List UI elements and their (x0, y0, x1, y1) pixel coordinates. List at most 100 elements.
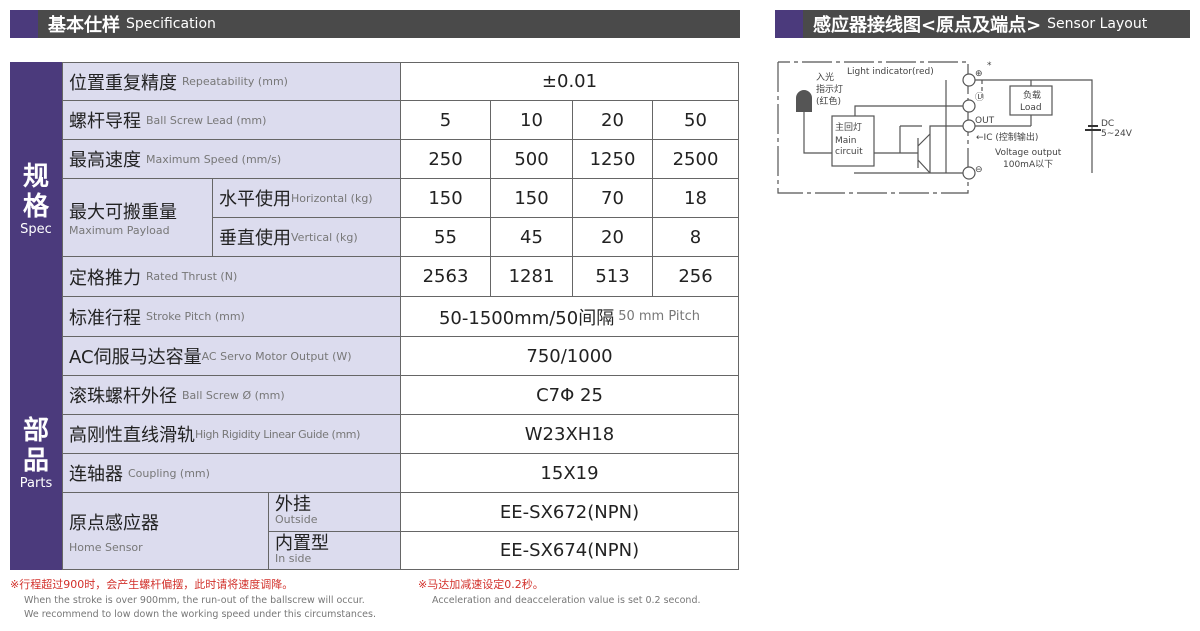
value-cell: 10 (490, 100, 573, 140)
value-cell: W23XH18 (400, 414, 739, 454)
label-zh: 标准行程 (69, 307, 141, 329)
value-cell: 150 (400, 178, 491, 218)
value-cell: 500 (490, 139, 573, 179)
label-en: Maximum Payload (69, 224, 170, 237)
label-en: Ball Screw Ø (mm) (182, 388, 285, 402)
label-en: AC Servo Motor Output (W) (201, 349, 352, 363)
stroke-note-en: We recommend to low down the working spe… (24, 609, 376, 620)
row-label: 原点感应器 Home Sensor (62, 492, 269, 570)
label-zh: 内置型 (275, 532, 329, 554)
value-cell: 50-1500mm/50间隔 50 mm Pitch (400, 296, 739, 337)
stroke-value-en: 50 mm Pitch (618, 309, 701, 324)
row-label: 标准行程 Stroke Pitch (mm) (62, 296, 401, 337)
stroke-value: 50-1500mm/50间隔 (438, 307, 615, 329)
value-cell: 20 (572, 217, 653, 257)
label-zh: 原点感应器 (69, 512, 159, 534)
row-label: 最大可搬重量 Maximum Payload (62, 178, 213, 257)
stroke-note-en: When the stroke is over 900mm, the run-o… (24, 595, 365, 606)
value-cell: EE-SX672(NPN) (400, 492, 739, 532)
label-en: In side (275, 551, 312, 565)
light-zh: (红色) (816, 95, 841, 107)
value-cell: 150 (490, 178, 573, 218)
value-cell: 250 (400, 139, 491, 179)
spec-header-zh: 基本仕样 (48, 15, 120, 36)
cat-en: Spec (20, 221, 52, 237)
value-cell: 70 (572, 178, 653, 218)
spec-header-en: Specification (126, 16, 216, 32)
label-zh: 滚珠螺杆外径 (69, 386, 177, 407)
sensor-wiring-diagram: Light indicator(red) 入光 指示灯 (红色) 主回灯 Mai… (777, 61, 1133, 194)
label-en: Coupling (mm) (128, 466, 210, 480)
value-cell: 8 (652, 217, 739, 257)
cat-zh: 部 (22, 415, 49, 446)
load-zh: 负载 (1023, 89, 1041, 101)
sensor-header-zh: 感应器接线图<原点及端点> (813, 15, 1042, 36)
accel-note-en: Acceleration and deacceleration value is… (432, 595, 701, 606)
row-label: 外挂 Outside (268, 492, 401, 532)
value-cell: 513 (572, 256, 653, 297)
value-cell: 20 (572, 100, 653, 140)
spec-category: 规格 Spec (10, 62, 62, 336)
l-terminal: Ⓛ (975, 92, 984, 103)
row-label: 滚珠螺杆外径 Ball Screw Ø (mm) (62, 375, 401, 415)
plus-terminal: ⊕ (975, 69, 983, 79)
light-zh: 入光 (816, 71, 834, 83)
value-cell: 5 (400, 100, 491, 140)
cat-zh: 品 (22, 445, 49, 476)
row-label: 螺杆导程 Ball Screw Lead (mm) (62, 100, 401, 140)
value-cell: ±0.01 (400, 62, 739, 101)
label-en: Home Sensor (69, 540, 143, 554)
cat-zh: 规 (22, 161, 49, 192)
label-zh: AC伺服马达容量 (69, 347, 202, 368)
row-label: 位置重复精度 Repeatability (mm) (62, 62, 401, 101)
label-zh: 水平使用 (219, 189, 291, 210)
row-label: AC伺服马达容量 AC Servo Motor Output (W) (62, 336, 401, 376)
current-label: 100mA以下 (1003, 160, 1053, 170)
label-zh: 定格推力 (69, 267, 141, 289)
light-indicator-label: Light indicator(red) (847, 67, 934, 77)
value-cell: 18 (652, 178, 739, 218)
main-circuit-en: Main (835, 136, 857, 146)
value-cell: 1250 (572, 139, 653, 179)
minus-terminal: ⊖ (975, 165, 983, 175)
row-label: 定格推力 Rated Thrust (N) (62, 256, 401, 297)
stroke-note: ※行程超过900时，会产生螺杆偏摆，此时请将速度调降。 (10, 578, 294, 591)
value-cell: 50 (652, 100, 739, 140)
value-cell: 45 (490, 217, 573, 257)
main-circuit-en: circuit (835, 147, 863, 157)
row-label: 最高速度 Maximum Speed (mm/s) (62, 139, 401, 179)
label-en: Stroke Pitch (mm) (146, 310, 245, 323)
label-en: High Rigidity Linear Guide (mm) (195, 427, 360, 441)
cat-zh: 格 (22, 191, 49, 222)
label-en: Ball Screw Lead (mm) (146, 113, 267, 127)
value-cell: 55 (400, 217, 491, 257)
dc-voltage: 5~24V (1101, 129, 1133, 139)
light-zh: 指示灯 (816, 83, 843, 95)
sensor-header-en: Sensor Layout (1047, 16, 1148, 32)
label-zh: 位置重复精度 (69, 72, 177, 94)
value-cell: 15X19 (400, 453, 739, 493)
row-label: 高刚性直线滑轨 High Rigidity Linear Guide (mm) (62, 414, 401, 454)
label-zh: 最大可搬重量 (69, 202, 177, 223)
row-label: 垂直使用 Vertical (kg) (212, 217, 401, 257)
label-en: Repeatability (mm) (182, 75, 288, 88)
label-zh: 最高速度 (69, 150, 141, 171)
accel-note: ※马达加减速设定0.2秒。 (418, 578, 544, 591)
label-zh: 垂直使用 (219, 228, 291, 249)
value-cell: 256 (652, 256, 739, 297)
value-cell: C7Φ 25 (400, 375, 739, 415)
cat-en: Parts (19, 475, 53, 491)
dc-label: DC (1101, 119, 1114, 129)
spec-header: 基本仕样 Specification (10, 10, 740, 38)
row-label: 连轴器 Coupling (mm) (62, 453, 401, 493)
label-zh: 连轴器 (69, 464, 123, 485)
sensor-header: 感应器接线图<原点及端点> Sensor Layout (775, 10, 1190, 38)
label-en: Horizontal (kg) (291, 191, 373, 205)
value-cell: 750/1000 (400, 336, 739, 376)
label-en: Rated Thrust (N) (146, 270, 238, 283)
label-zh: 外挂 (275, 494, 311, 515)
label-en: Vertical (kg) (291, 230, 358, 244)
value-cell: EE-SX674(NPN) (400, 531, 739, 570)
row-label: 水平使用 Horizontal (kg) (212, 178, 401, 218)
voltage-label: Voltage output (995, 148, 1062, 158)
